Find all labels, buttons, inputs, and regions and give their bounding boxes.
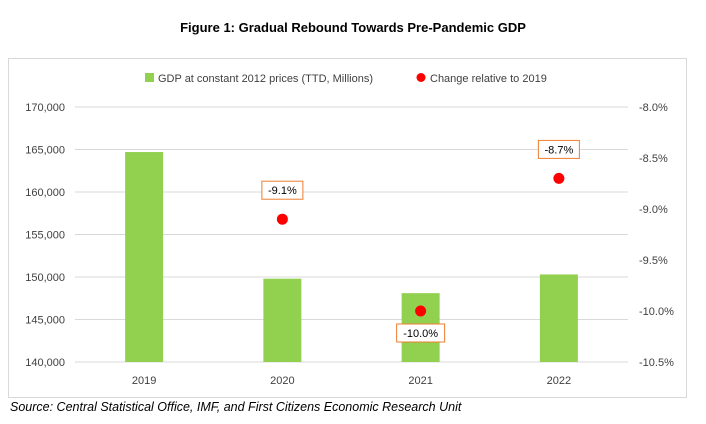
point-2022 (553, 172, 565, 184)
left-tick-label: 150,000 (25, 272, 65, 284)
right-tick-label: -10.5% (639, 357, 674, 369)
right-axis: -10.5% -10.0% -9.5% -9.0% -8.5% -8.0% (639, 102, 674, 369)
data-label-box (396, 323, 446, 343)
x-tick-label: 2020 (270, 375, 294, 387)
x-tick-label: 2019 (132, 375, 156, 387)
left-tick-label: 155,000 (25, 230, 65, 242)
right-tick-label: -8.5% (639, 153, 668, 165)
source-note: Source: Central Statistical Office, IMF,… (10, 400, 462, 414)
scatter-series: -9.1% -10.0% -8.7% (261, 139, 580, 343)
legend-bar-label: GDP at constant 2012 prices (TTD, Millio… (158, 73, 373, 85)
left-tick-label: 140,000 (25, 357, 65, 369)
bar-2022 (539, 274, 578, 362)
legend-point-label: Change relative to 2019 (430, 73, 547, 85)
chart-title: Figure 1: Gradual Rebound Towards Pre-Pa… (180, 20, 526, 35)
point-2020 (276, 213, 288, 225)
legend: GDP at constant 2012 prices (TTD, Millio… (145, 73, 547, 85)
data-label-box (537, 139, 580, 159)
left-axis: 140,000 145,000 150,000 155,000 160,000 165,0… (25, 102, 65, 369)
x-tick-label: 2022 (547, 375, 571, 387)
bar-series (125, 152, 578, 362)
gridlines (75, 106, 628, 363)
right-tick-label: -9.5% (639, 255, 668, 267)
chart-frame (8, 58, 687, 398)
left-tick-label: 165,000 (25, 145, 65, 157)
data-label-box (261, 180, 304, 200)
x-axis: 2019 2020 2021 2022 (132, 375, 571, 387)
data-label: -10.0% (403, 328, 438, 340)
right-tick-label: -8.0% (639, 102, 668, 114)
right-tick-label: -10.0% (639, 306, 674, 318)
point-2021 (415, 305, 427, 317)
right-tick-label: -9.0% (639, 204, 668, 216)
left-tick-label: 145,000 (25, 315, 65, 327)
data-label: -9.1% (268, 185, 297, 197)
left-tick-label: 160,000 (25, 187, 65, 199)
legend-bar-swatch (145, 73, 154, 82)
bar-2020 (263, 278, 302, 362)
bar-2019 (125, 152, 164, 362)
data-label: -8.7% (545, 144, 574, 156)
left-tick-label: 170,000 (25, 102, 65, 114)
legend-point-swatch (416, 73, 426, 82)
x-tick-label: 2021 (408, 375, 432, 387)
